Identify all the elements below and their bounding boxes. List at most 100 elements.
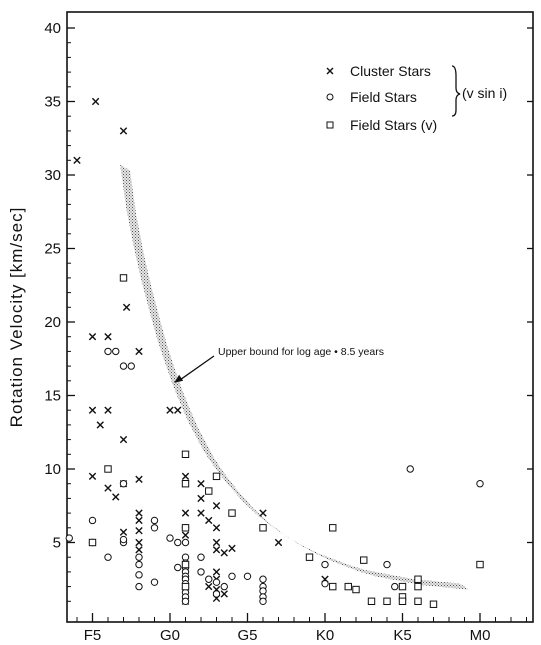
- data-point-cross: [119, 127, 128, 135]
- data-point-cross: [197, 494, 205, 503]
- data-point-circle: [150, 578, 159, 586]
- data-point-circle: [205, 575, 213, 583]
- annotation-text: Upper bound for log age • 8.5 years: [218, 346, 384, 358]
- data-point-square: [88, 538, 97, 547]
- data-point-circle: [321, 579, 329, 588]
- data-point-cross: [228, 544, 236, 553]
- data-point-circle: [220, 582, 228, 591]
- data-point-square: [398, 597, 407, 605]
- data-point-square: [344, 582, 352, 591]
- x-tick-label: K5: [393, 627, 411, 644]
- data-point-circle: [212, 590, 221, 598]
- data-point-cross: [205, 516, 213, 525]
- data-point-circle: [119, 362, 128, 370]
- data-point-circle: [476, 480, 484, 488]
- data-point-circle: [104, 347, 112, 356]
- data-point-cross: [181, 509, 190, 517]
- legend-label: Field Stars (v): [350, 117, 437, 133]
- data-point-cross: [88, 472, 97, 481]
- data-point-circle: [135, 560, 143, 569]
- data-point-cross: [181, 472, 190, 481]
- data-point-cross: [73, 156, 81, 164]
- data-point-square: [367, 597, 376, 605]
- data-point-circle: [127, 362, 135, 370]
- data-point-cross: [135, 538, 143, 547]
- data-point-square: [398, 582, 407, 591]
- data-point-cross: [212, 546, 221, 554]
- data-point-circle: [65, 534, 73, 542]
- data-point-square: [305, 553, 314, 561]
- data-point-cross: [104, 484, 112, 492]
- data-point-circle: [181, 538, 190, 547]
- data-point-circle: [406, 465, 414, 473]
- data-point-circle: [259, 597, 267, 605]
- data-point-cross: [212, 538, 221, 547]
- data-point-square: [212, 472, 221, 481]
- series-square: [88, 274, 484, 608]
- data-point-cross: [212, 502, 221, 510]
- data-point-cross: [104, 333, 112, 341]
- data-point-cross: [212, 524, 221, 532]
- data-point-circle: [119, 535, 128, 544]
- data-point-cross: [166, 406, 174, 414]
- data-point-circle: [88, 516, 97, 525]
- data-point-circle: [150, 524, 159, 532]
- data-point-cross: [135, 475, 143, 483]
- y-tick-label: 5: [53, 535, 61, 552]
- data-point-cross: [274, 538, 283, 547]
- data-point-cross: [112, 493, 120, 501]
- x-tick-label: K0: [316, 627, 334, 644]
- data-point-cross: [174, 406, 182, 414]
- x-tick-label: G5: [237, 627, 257, 644]
- annotation-arrow-head: [174, 374, 184, 383]
- data-point-square: [181, 480, 190, 488]
- data-point-cross: [135, 516, 143, 525]
- data-point-cross: [104, 406, 112, 414]
- data-point-cross: [197, 480, 205, 488]
- y-tick-label: 25: [44, 241, 61, 258]
- data-point-cross: [119, 528, 128, 536]
- data-point-square: [181, 560, 190, 569]
- data-point-square: [181, 524, 190, 532]
- data-point-square: [383, 597, 391, 605]
- data-point-cross: [205, 582, 213, 591]
- legend-bracket-label: (v sin i): [462, 85, 507, 101]
- y-tick-label: 15: [44, 388, 61, 405]
- data-point-cross: [135, 546, 143, 554]
- data-point-cross: [96, 421, 104, 429]
- data-point-cross: [220, 590, 228, 598]
- x-tick-label: M0: [470, 627, 491, 644]
- data-point-circle: [119, 480, 128, 488]
- data-point-circle: [112, 347, 120, 356]
- annotation-arrow-line: [179, 355, 215, 381]
- data-point-circle: [321, 560, 329, 569]
- y-tick-label: 30: [44, 167, 61, 184]
- data-point-circle: [150, 516, 159, 525]
- data-point-square: [119, 274, 128, 282]
- data-point-cross: [212, 568, 221, 576]
- data-point-cross: [135, 509, 143, 517]
- legend-label: Field Stars: [350, 89, 417, 105]
- data-point-circle: [135, 571, 143, 579]
- x-tick-label: G0: [160, 627, 180, 644]
- data-point-cross: [91, 97, 100, 106]
- data-point-circle: [243, 572, 252, 581]
- data-point-square: [414, 597, 422, 605]
- x-tick-label: F5: [84, 627, 102, 644]
- data-point-circle: [135, 582, 143, 591]
- data-point-square: [329, 524, 337, 532]
- data-point-circle: [383, 560, 391, 569]
- data-point-cross: [135, 347, 143, 356]
- data-point-square: [352, 585, 360, 594]
- data-point-cross: [88, 406, 97, 414]
- data-point-cross: [88, 333, 97, 341]
- data-point-square: [476, 560, 484, 569]
- legend-marker-cross: [326, 67, 334, 75]
- y-tick-label: 35: [44, 94, 61, 111]
- legend-bracket: [451, 65, 461, 117]
- data-point-circle: [228, 572, 236, 581]
- data-point-square: [228, 509, 236, 517]
- upper-bound-band: [120, 164, 470, 590]
- y-tick-label: 10: [44, 461, 61, 478]
- data-point-cross: [122, 303, 131, 311]
